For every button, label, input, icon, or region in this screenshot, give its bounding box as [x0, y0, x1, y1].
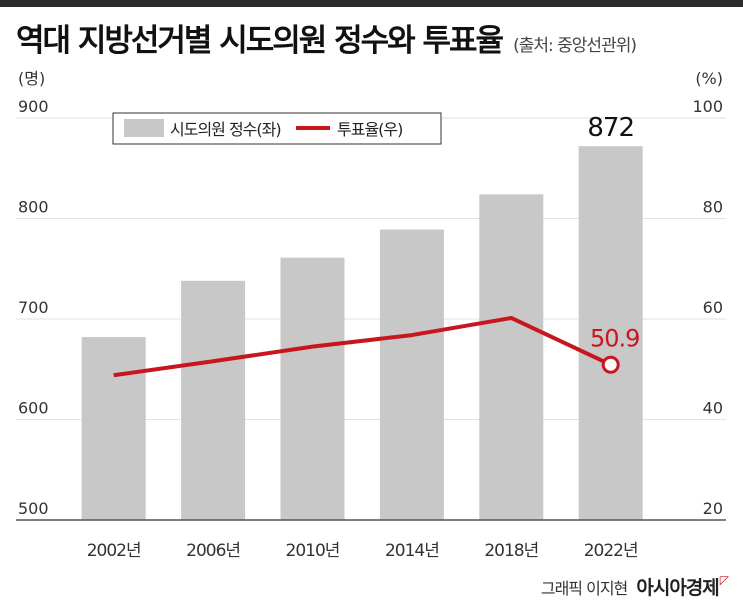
- legend-line-label: 투표율(우): [337, 120, 402, 139]
- category-label: 2022년: [584, 541, 638, 561]
- bar: [181, 280, 246, 520]
- left-tick-label: 600: [18, 399, 49, 418]
- category-label: 2006년: [186, 541, 240, 561]
- bar: [578, 146, 643, 520]
- chart-source: (출처: 중앙선관위): [513, 36, 637, 56]
- right-axis-unit: (%): [695, 69, 723, 88]
- bar: [81, 337, 146, 520]
- right-tick-label: 40: [703, 399, 723, 418]
- bar-layer: [81, 146, 643, 520]
- chart-title: 역대 지방선거별 시도의원 정수와 투표율: [16, 23, 504, 59]
- line-endpoint-marker: [601, 355, 620, 374]
- credit-graphic: 그래픽 이지현: [540, 579, 628, 598]
- credit: 그래픽 이지현 아시아경제◸: [541, 573, 729, 600]
- bar-value-label: 872: [587, 113, 634, 143]
- left-tick-label: 700: [18, 298, 49, 317]
- left-tick-label: 500: [18, 499, 49, 518]
- category-label: 2010년: [286, 541, 340, 561]
- right-tick-label: 60: [703, 298, 723, 317]
- bar: [379, 229, 444, 520]
- right-tick-label: 100: [692, 97, 723, 116]
- line-layer: [113, 315, 620, 378]
- brand-mark-icon: ◸: [719, 573, 729, 587]
- category-label: 2014년: [385, 541, 439, 561]
- turnout-line: [113, 315, 612, 378]
- chart-title-block: 역대 지방선거별 시도의원 정수와 투표율 (출처: 중앙선관위): [16, 15, 637, 60]
- legend-box: [112, 112, 442, 145]
- right-tick-label: 20: [703, 499, 723, 518]
- credit-brand: 아시아경제: [636, 577, 719, 599]
- legend: 시도의원 정수(좌) 투표율(우): [112, 112, 442, 145]
- top-rule: [0, 0, 743, 7]
- bar: [479, 194, 544, 520]
- right-tick-label: 80: [703, 198, 723, 217]
- legend-bar-label: 시도의원 정수(좌): [170, 120, 281, 139]
- left-tick-label: 800: [18, 198, 49, 217]
- left-tick-label: 900: [18, 97, 49, 116]
- category-label: 2002년: [87, 541, 141, 561]
- legend-bar-swatch: [124, 119, 164, 137]
- left-axis-unit: (명): [18, 69, 45, 88]
- label-layer: 872 50.9: [587, 113, 640, 353]
- bar: [280, 257, 345, 520]
- axis-layer: 500 600 700 800 900 20 40 60 80 100 (명) (%) 2002년 200…: [16, 69, 726, 561]
- category-label: 2018년: [484, 541, 538, 561]
- line-value-label: 50.9: [590, 325, 639, 353]
